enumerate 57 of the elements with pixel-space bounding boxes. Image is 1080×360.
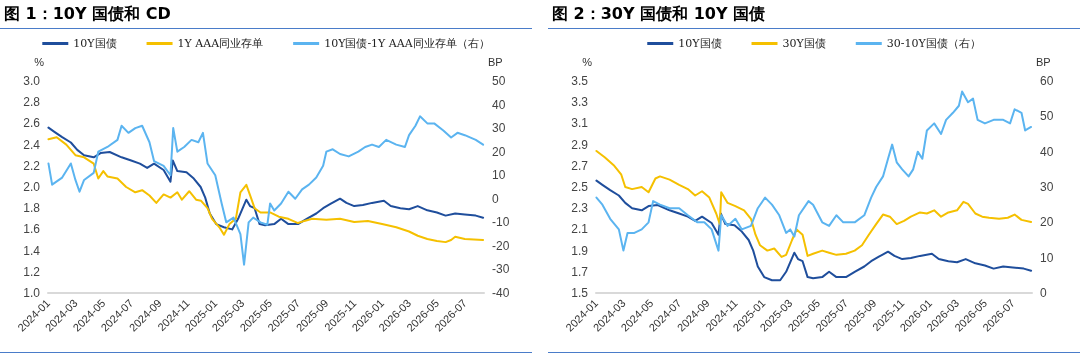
y2-tick-label: 20 (492, 144, 506, 159)
y-tick-label: 3.3 (571, 95, 589, 110)
line-series (47, 126, 485, 231)
y-axis-title: % (582, 55, 593, 68)
y2-tick-label: 50 (1040, 109, 1054, 124)
y2-axis-title: BP (1036, 55, 1051, 68)
y2-tick-label: 0 (492, 191, 499, 206)
legend-label: 30Y国债 (782, 37, 826, 50)
y2-tick-label: -30 (492, 262, 510, 277)
y-axis-title: % (34, 55, 45, 68)
y2-tick-label: -40 (492, 286, 510, 300)
legend-label: 10Y国债-1Y AAA同业存单（右） (324, 37, 490, 50)
legend-label: 10Y国债 (73, 37, 117, 50)
y-tick-label: 1.9 (571, 243, 589, 258)
y-tick-label: 1.7 (571, 264, 589, 279)
y-tick-label: 2.2 (23, 158, 41, 173)
line-series (595, 149, 1033, 258)
y2-tick-label: -10 (492, 215, 510, 230)
y-tick-label: 1.6 (23, 222, 41, 237)
y2-tick-label: 50 (492, 74, 506, 88)
y-tick-label: 3.1 (571, 116, 589, 131)
y-tick-label: 1.4 (23, 243, 41, 258)
y-tick-label: 3.5 (571, 74, 589, 88)
y-tick-label: 2.4 (23, 137, 41, 152)
line-series (595, 90, 1033, 252)
chart-title: 图 2：30Y 国债和 10Y 国债 (548, 0, 1080, 29)
y2-tick-label: 10 (492, 168, 506, 183)
legend-label: 1Y AAA同业存单 (177, 37, 264, 50)
y-tick-label: 2.6 (23, 116, 41, 131)
y-tick-label: 2.9 (571, 137, 589, 152)
y2-axis-title: BP (488, 55, 503, 68)
y2-tick-label: 40 (492, 97, 506, 112)
y-tick-label: 2.7 (571, 158, 589, 173)
y2-tick-label: 60 (1040, 74, 1054, 88)
y2-tick-label: -20 (492, 238, 510, 253)
y2-tick-label: 20 (1040, 215, 1054, 230)
line-series (595, 179, 1033, 282)
y2-tick-label: 30 (1040, 180, 1054, 194)
y-tick-label: 2.0 (23, 180, 41, 194)
y2-tick-label: 0 (1040, 286, 1047, 300)
y-tick-label: 2.8 (23, 95, 41, 110)
y2-tick-label: 30 (492, 121, 506, 136)
line-series (47, 115, 485, 266)
legend-label: 30-10Y国债（右） (886, 37, 981, 50)
y-tick-label: 3.0 (23, 74, 41, 88)
y-tick-label: 2.1 (571, 222, 589, 237)
y2-tick-label: 40 (1040, 144, 1054, 159)
y-tick-label: 2.5 (571, 180, 589, 194)
y-tick-label: 1.8 (23, 201, 41, 216)
y-tick-label: 1.2 (23, 264, 41, 279)
legend-label: 10Y国债 (678, 37, 722, 50)
y2-tick-label: 10 (1040, 250, 1054, 265)
line-series (47, 136, 485, 244)
y-tick-label: 1.5 (571, 286, 589, 300)
y-tick-label: 2.3 (571, 201, 589, 216)
y-tick-label: 1.0 (23, 286, 41, 300)
chart-title: 图 1：10Y 国债和 CD (0, 0, 532, 29)
